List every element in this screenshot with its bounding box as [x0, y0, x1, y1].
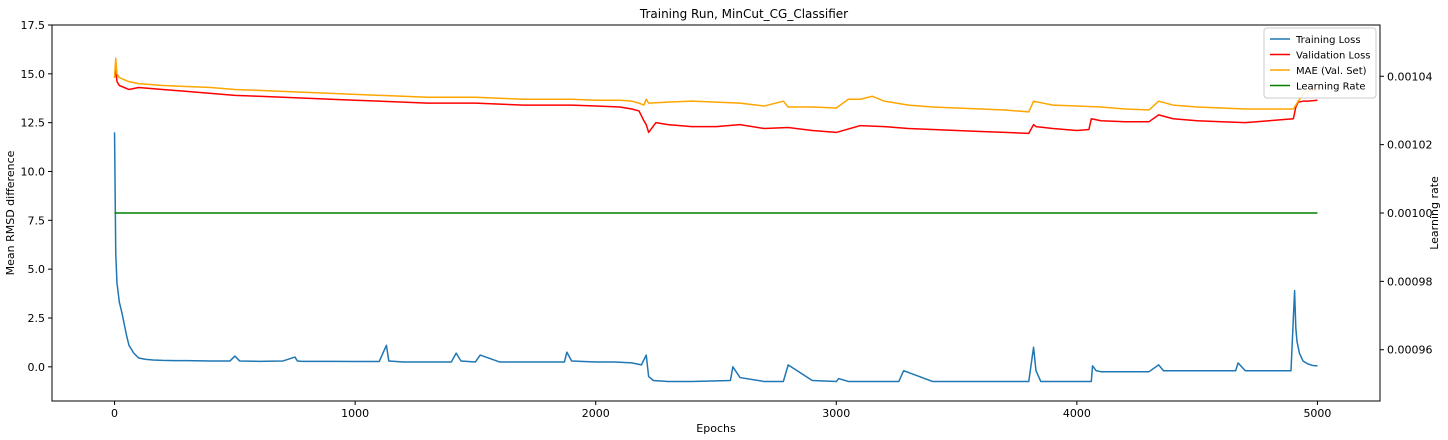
series-line-mae-val-set — [113, 57, 1318, 113]
series-line-validation-loss — [113, 67, 1318, 135]
legend: Training Loss Validation Loss MAE (Val. Se… — [1263, 27, 1377, 99]
y2-tick-label: 0.00102 — [1387, 139, 1433, 152]
y2-tick-label: 0.00104 — [1387, 70, 1433, 83]
y-tick-label: 17.5 — [21, 19, 46, 32]
y-axis-right: 0.00096 0.00098 0.00100 0.00102 0.00104 — [1380, 70, 1433, 357]
y-tick-label: 5.0 — [28, 263, 46, 276]
chart-title: Training Run, MinCut_CG_Classifier — [639, 7, 848, 21]
legend-box — [1263, 27, 1377, 99]
y2-tick-label: 0.00098 — [1387, 275, 1433, 288]
legend-label: Learning Rate — [1296, 82, 1366, 93]
y2-axis-label: Learning rate — [1428, 176, 1441, 250]
y-tick-label: 7.5 — [28, 214, 46, 227]
y-tick-label: 15.0 — [21, 68, 46, 81]
y-tick-label: 12.5 — [21, 117, 46, 130]
x-tick-label: 4000 — [1063, 407, 1091, 420]
x-tick-label: 5000 — [1303, 407, 1331, 420]
x-axis-label: Epochs — [696, 422, 736, 435]
x-tick-label: 1000 — [341, 407, 369, 420]
legend-label: Validation Loss — [1296, 51, 1371, 62]
y-tick-label: 0.0 — [28, 361, 46, 374]
x-axis: 0 1000 2000 3000 4000 5000 — [111, 401, 1331, 420]
series-layer — [113, 57, 1318, 383]
y2-tick-label: 0.00100 — [1387, 207, 1433, 220]
x-tick-label: 2000 — [582, 407, 610, 420]
legend-label: Training Loss — [1295, 35, 1361, 46]
y-tick-label: 10.0 — [21, 165, 46, 178]
legend-label: MAE (Val. Set) — [1296, 66, 1367, 77]
series-line-training-loss — [113, 132, 1318, 383]
x-tick-label: 3000 — [822, 407, 850, 420]
y2-tick-label: 0.00096 — [1387, 344, 1433, 357]
y-axis-label: Mean RMSD difference — [4, 150, 17, 275]
y-tick-label: 2.5 — [28, 312, 46, 325]
y-axis-left: 0.0 2.5 5.0 7.5 10.0 12.5 15.0 17.5 — [21, 19, 52, 374]
x-tick-label: 0 — [111, 407, 118, 420]
